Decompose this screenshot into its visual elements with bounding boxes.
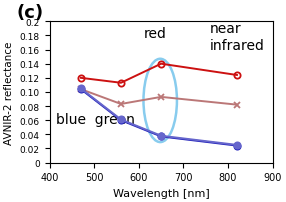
Text: near
infrared: near infrared: [210, 22, 265, 52]
Text: (c): (c): [16, 4, 43, 22]
Text: blue  green: blue green: [56, 112, 135, 126]
X-axis label: Wavelength [nm]: Wavelength [nm]: [113, 188, 209, 198]
Y-axis label: AVNIR-2 reflectance: AVNIR-2 reflectance: [4, 41, 14, 144]
Text: red: red: [143, 27, 166, 41]
